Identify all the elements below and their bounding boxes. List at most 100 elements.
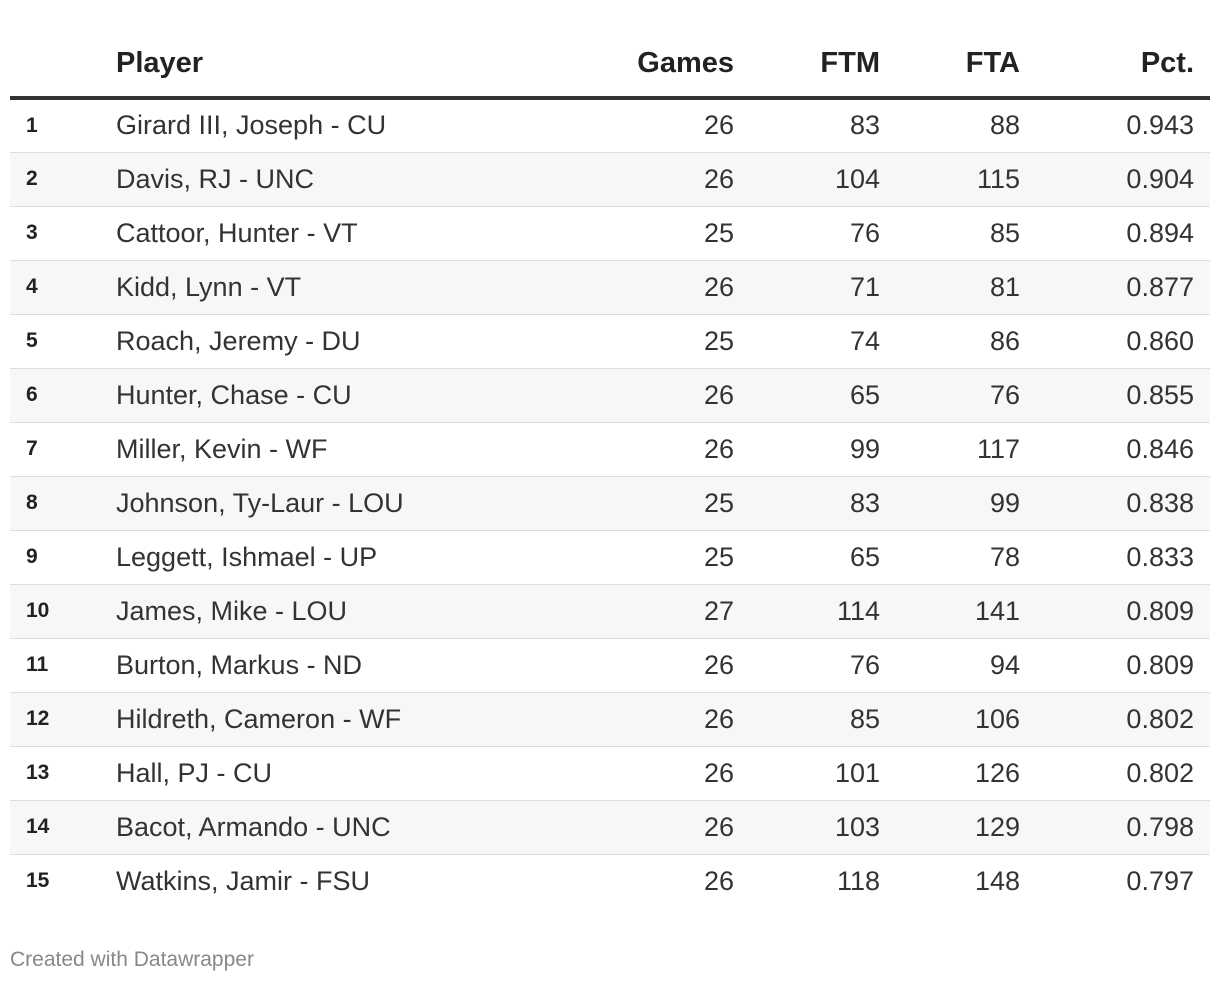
- pct-cell: 0.838: [1020, 476, 1210, 531]
- player-cell: Cattoor, Hunter - VT: [100, 206, 560, 261]
- fta-cell: 126: [880, 746, 1020, 801]
- rank-cell: 7: [10, 422, 100, 477]
- table-row: 1 Girard III, Joseph - CU 26 83 88 0.943: [10, 98, 1210, 153]
- player-cell: James, Mike - LOU: [100, 584, 560, 639]
- table-row: 5 Roach, Jeremy - DU 25 74 86 0.860: [10, 314, 1210, 369]
- rank-cell: 5: [10, 314, 100, 369]
- ftm-cell: 65: [734, 368, 880, 423]
- table-row: 14 Bacot, Armando - UNC 26 103 129 0.798: [10, 800, 1210, 855]
- table-header-row: Player Games FTM FTA Pct.: [10, 30, 1210, 100]
- pct-cell: 0.809: [1020, 638, 1210, 693]
- games-cell: 26: [560, 800, 734, 855]
- rank-cell: 4: [10, 260, 100, 315]
- games-cell: 27: [560, 584, 734, 639]
- fta-cell: 81: [880, 260, 1020, 315]
- ftm-cell: 76: [734, 206, 880, 261]
- table-row: 12 Hildreth, Cameron - WF 26 85 106 0.802: [10, 692, 1210, 747]
- header-games: Games: [560, 30, 734, 100]
- games-cell: 25: [560, 314, 734, 369]
- fta-cell: 129: [880, 800, 1020, 855]
- table-row: 10 James, Mike - LOU 27 114 141 0.809: [10, 584, 1210, 639]
- header-fta: FTA: [880, 30, 1020, 100]
- table-row: 4 Kidd, Lynn - VT 26 71 81 0.877: [10, 260, 1210, 315]
- ftm-cell: 83: [734, 476, 880, 531]
- games-cell: 26: [560, 422, 734, 477]
- pct-cell: 0.797: [1126, 865, 1194, 896]
- rank-cell: 3: [10, 206, 100, 261]
- fta-cell: 106: [880, 692, 1020, 747]
- fta-cell: 85: [880, 206, 1020, 261]
- pct-cell: 0.833: [1020, 530, 1210, 585]
- fta-cell: 88: [880, 98, 1020, 153]
- player-cell: Burton, Markus - ND: [100, 638, 560, 693]
- table-row: 2 Davis, RJ - UNC 26 104 115 0.904: [10, 152, 1210, 207]
- games-cell: 25: [560, 530, 734, 585]
- fta-cell: 76: [880, 368, 1020, 423]
- games-cell: 26: [560, 260, 734, 315]
- pct-cell: 0.846: [1020, 422, 1210, 477]
- ftm-cell: 85: [734, 692, 880, 747]
- player-cell: Bacot, Armando - UNC: [100, 800, 560, 855]
- datawrapper-credit: Created with Datawrapper: [10, 948, 254, 971]
- header-player: Player: [100, 30, 560, 100]
- rank-cell: 10: [10, 584, 100, 639]
- ftm-cell: 99: [734, 422, 880, 477]
- ftm-cell: 76: [734, 638, 880, 693]
- header-pct: Pct.: [1020, 30, 1210, 100]
- games-cell: 26: [560, 692, 734, 747]
- rank-cell: 6: [10, 368, 100, 423]
- table-row: 8 Johnson, Ty-Laur - LOU 25 83 99 0.838: [10, 476, 1210, 531]
- fta-cell: 115: [880, 152, 1020, 207]
- free-throw-table: Player Games FTM FTA Pct. 1 Girard III, J…: [10, 30, 1210, 908]
- table-row: 9 Leggett, Ishmael - UP 25 65 78 0.833: [10, 530, 1210, 585]
- table-row: 7 Miller, Kevin - WF 26 99 117 0.846: [10, 422, 1210, 477]
- player-cell: Davis, RJ - UNC: [100, 152, 560, 207]
- rank-cell: 13: [10, 746, 100, 801]
- pct-cell: 0.904: [1020, 152, 1210, 207]
- player-cell: Johnson, Ty-Laur - LOU: [100, 476, 560, 531]
- games-cell: 26: [560, 98, 734, 153]
- table-row: 6 Hunter, Chase - CU 26 65 76 0.855: [10, 368, 1210, 423]
- player-cell: Girard III, Joseph - CU: [100, 98, 560, 153]
- table-body: 1 Girard III, Joseph - CU 26 83 88 0.943 2 Davi…: [10, 98, 1210, 908]
- ftm-cell: 118: [836, 865, 880, 896]
- ftm-cell: 71: [734, 260, 880, 315]
- pct-cell: 0.855: [1020, 368, 1210, 423]
- pct-cell: 0.802: [1020, 692, 1210, 747]
- pct-cell: 0.894: [1020, 206, 1210, 261]
- pct-cell: 0.860: [1020, 314, 1210, 369]
- ftm-cell: 101: [734, 746, 880, 801]
- fta-cell: 78: [880, 530, 1020, 585]
- fta-cell: 86: [880, 314, 1020, 369]
- ftm-cell: 74: [734, 314, 880, 369]
- fta-cell: 141: [880, 584, 1020, 639]
- rank-cell: 8: [10, 476, 100, 531]
- player-cell: Roach, Jeremy - DU: [100, 314, 560, 369]
- rank-cell: 1: [10, 98, 100, 153]
- games-cell: 26: [560, 152, 734, 207]
- ftm-cell: 65: [734, 530, 880, 585]
- games-cell: 26: [560, 368, 734, 423]
- table-row: 13 Hall, PJ - CU 26 101 126 0.802: [10, 746, 1210, 801]
- ftm-cell: 83: [734, 98, 880, 153]
- fta-cell: 148: [974, 865, 1020, 896]
- rank-cell: 15: [26, 869, 50, 893]
- player-cell: Hildreth, Cameron - WF: [100, 692, 560, 747]
- fta-cell: 117: [880, 422, 1020, 477]
- games-cell: 26: [703, 865, 734, 896]
- pct-cell: 0.809: [1020, 584, 1210, 639]
- pct-cell: 0.943: [1020, 98, 1210, 153]
- player-cell: Watkins, Jamir - FSU: [116, 865, 371, 896]
- rank-cell: 11: [10, 638, 100, 693]
- rank-cell: 2: [10, 152, 100, 207]
- games-cell: 25: [560, 476, 734, 531]
- pct-cell: 0.877: [1020, 260, 1210, 315]
- player-cell: Miller, Kevin - WF: [100, 422, 560, 477]
- table-row: 3 Cattoor, Hunter - VT 25 76 85 0.894: [10, 206, 1210, 261]
- table-row: 11 Burton, Markus - ND 26 76 94 0.809: [10, 638, 1210, 693]
- games-cell: 26: [560, 746, 734, 801]
- ftm-cell: 104: [734, 152, 880, 207]
- games-cell: 25: [560, 206, 734, 261]
- stats-table-container: Player Games FTM FTA Pct. 1 Girard III, J…: [10, 30, 1210, 908]
- fta-cell: 94: [880, 638, 1020, 693]
